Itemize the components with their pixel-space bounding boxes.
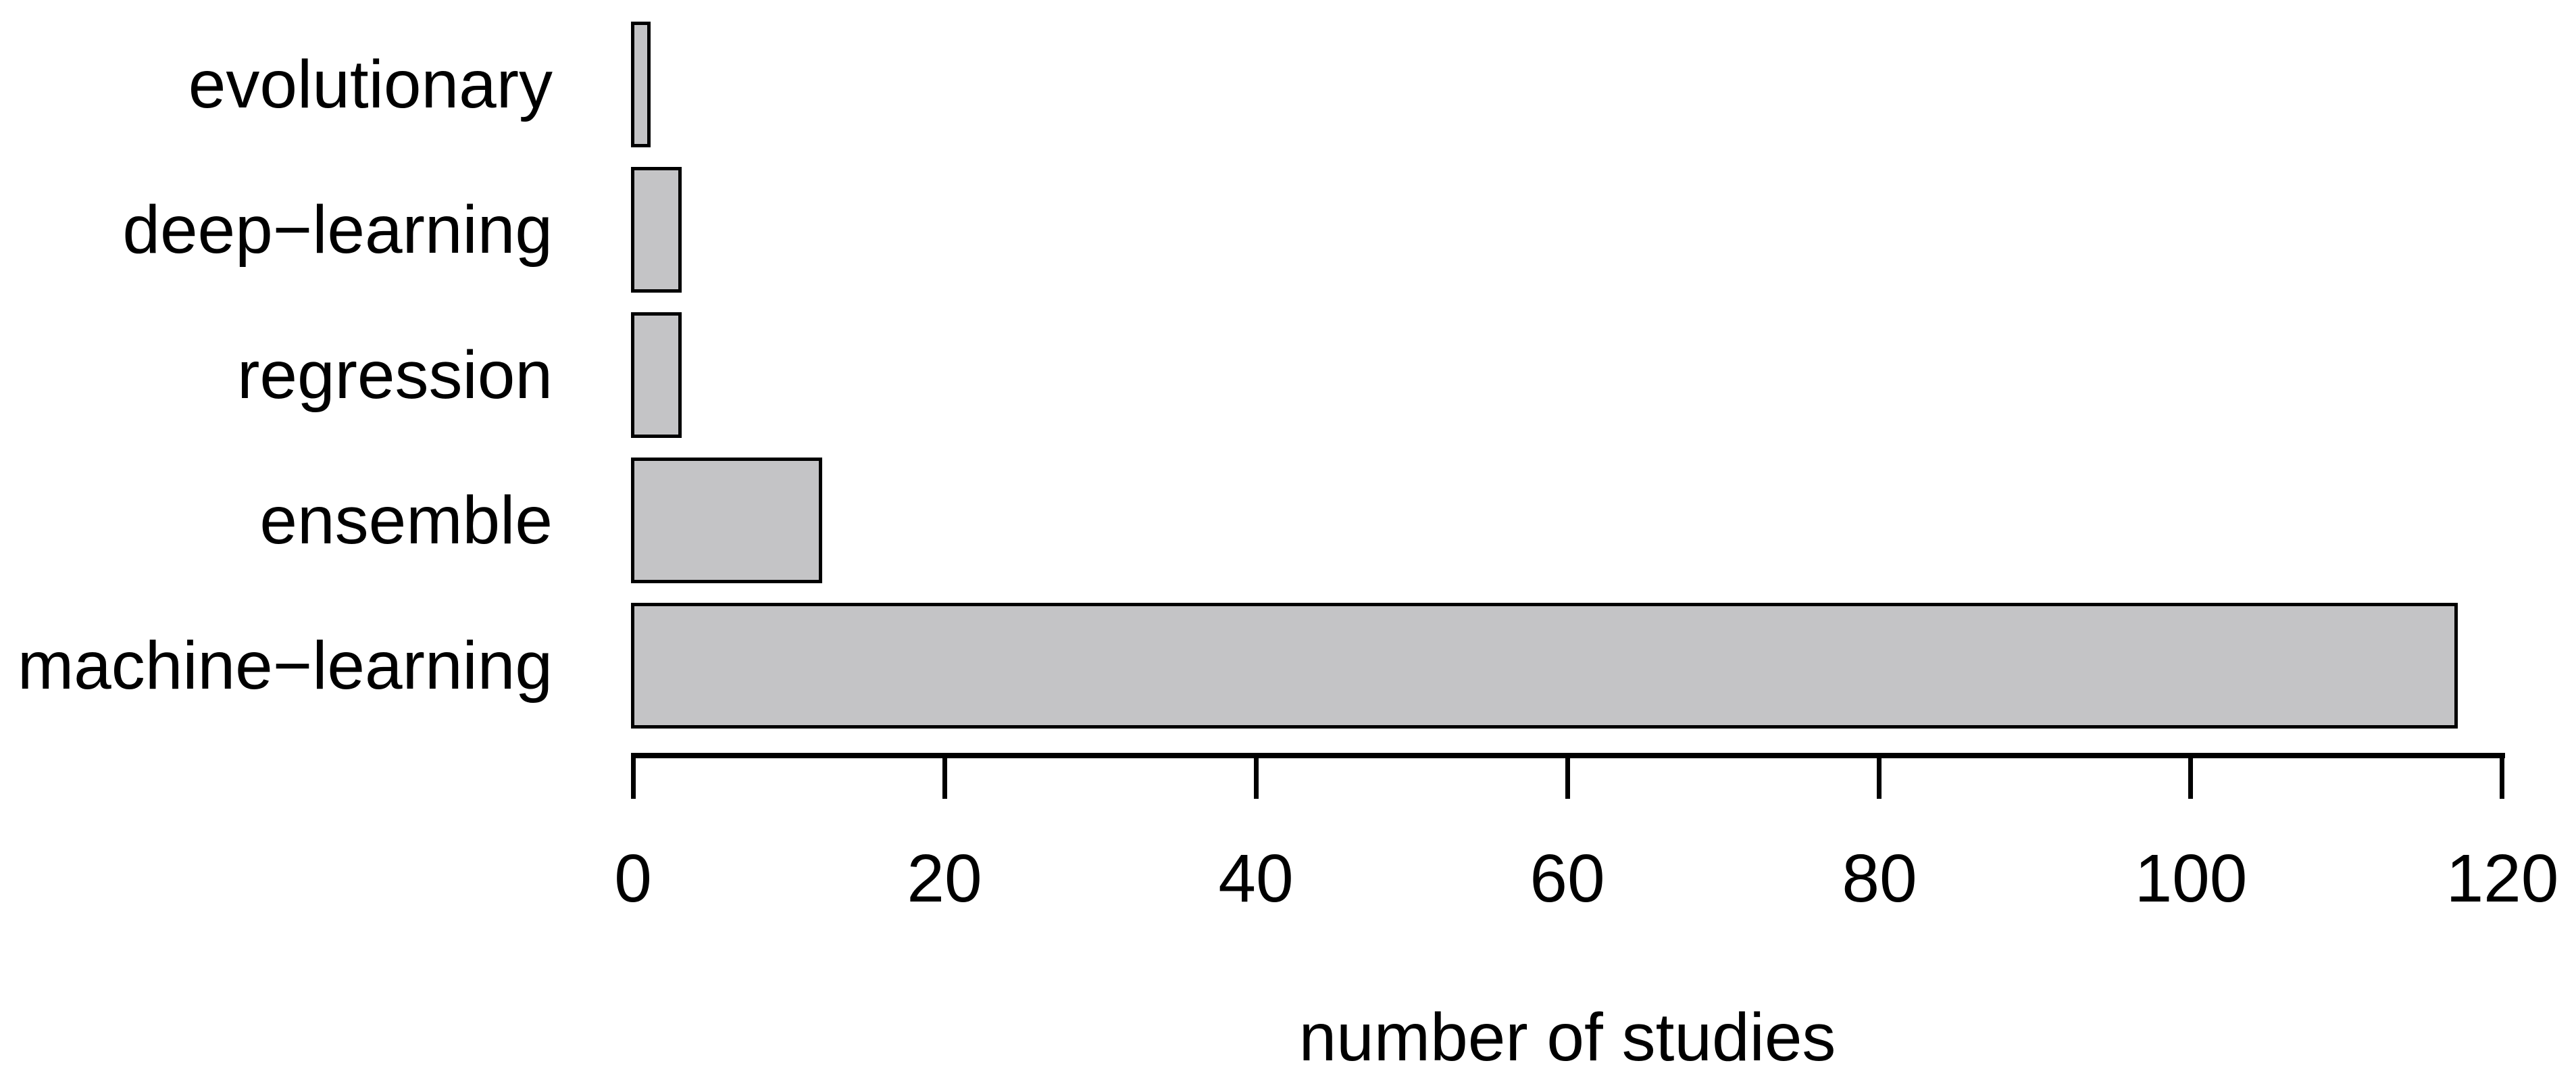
x-axis-tick xyxy=(631,758,636,799)
category-label-machine-learning: machine−learning xyxy=(17,628,553,704)
bar-ensemble xyxy=(631,458,822,583)
category-label-regression: regression xyxy=(237,337,553,413)
x-axis-line xyxy=(631,753,2505,758)
category-label-deep-learning: deep−learning xyxy=(122,192,553,268)
x-tick-label-40: 40 xyxy=(1218,841,1294,916)
x-axis-title: number of studies xyxy=(1298,1000,1836,1075)
x-axis-tick xyxy=(942,758,947,799)
x-tick-label-80: 80 xyxy=(1842,841,1917,916)
category-label-evolutionary: evolutionary xyxy=(188,47,553,122)
x-axis-tick xyxy=(1565,758,1570,799)
x-axis-tick xyxy=(2188,758,2193,799)
category-label-ensemble: ensemble xyxy=(259,483,553,558)
x-tick-label-20: 20 xyxy=(907,841,982,916)
x-axis-tick xyxy=(2500,758,2504,799)
x-tick-label-60: 60 xyxy=(1530,841,1605,916)
x-tick-label-0: 0 xyxy=(614,841,652,916)
x-tick-label-100: 100 xyxy=(2134,841,2248,916)
x-axis-tick xyxy=(1877,758,1882,799)
bar-machine-learning xyxy=(631,603,2458,729)
x-tick-label-120: 120 xyxy=(2446,841,2559,916)
bar-evolutionary xyxy=(631,22,651,147)
bar-deep-learning xyxy=(631,167,682,293)
bar-regression xyxy=(631,312,682,438)
x-axis-tick xyxy=(1254,758,1259,799)
